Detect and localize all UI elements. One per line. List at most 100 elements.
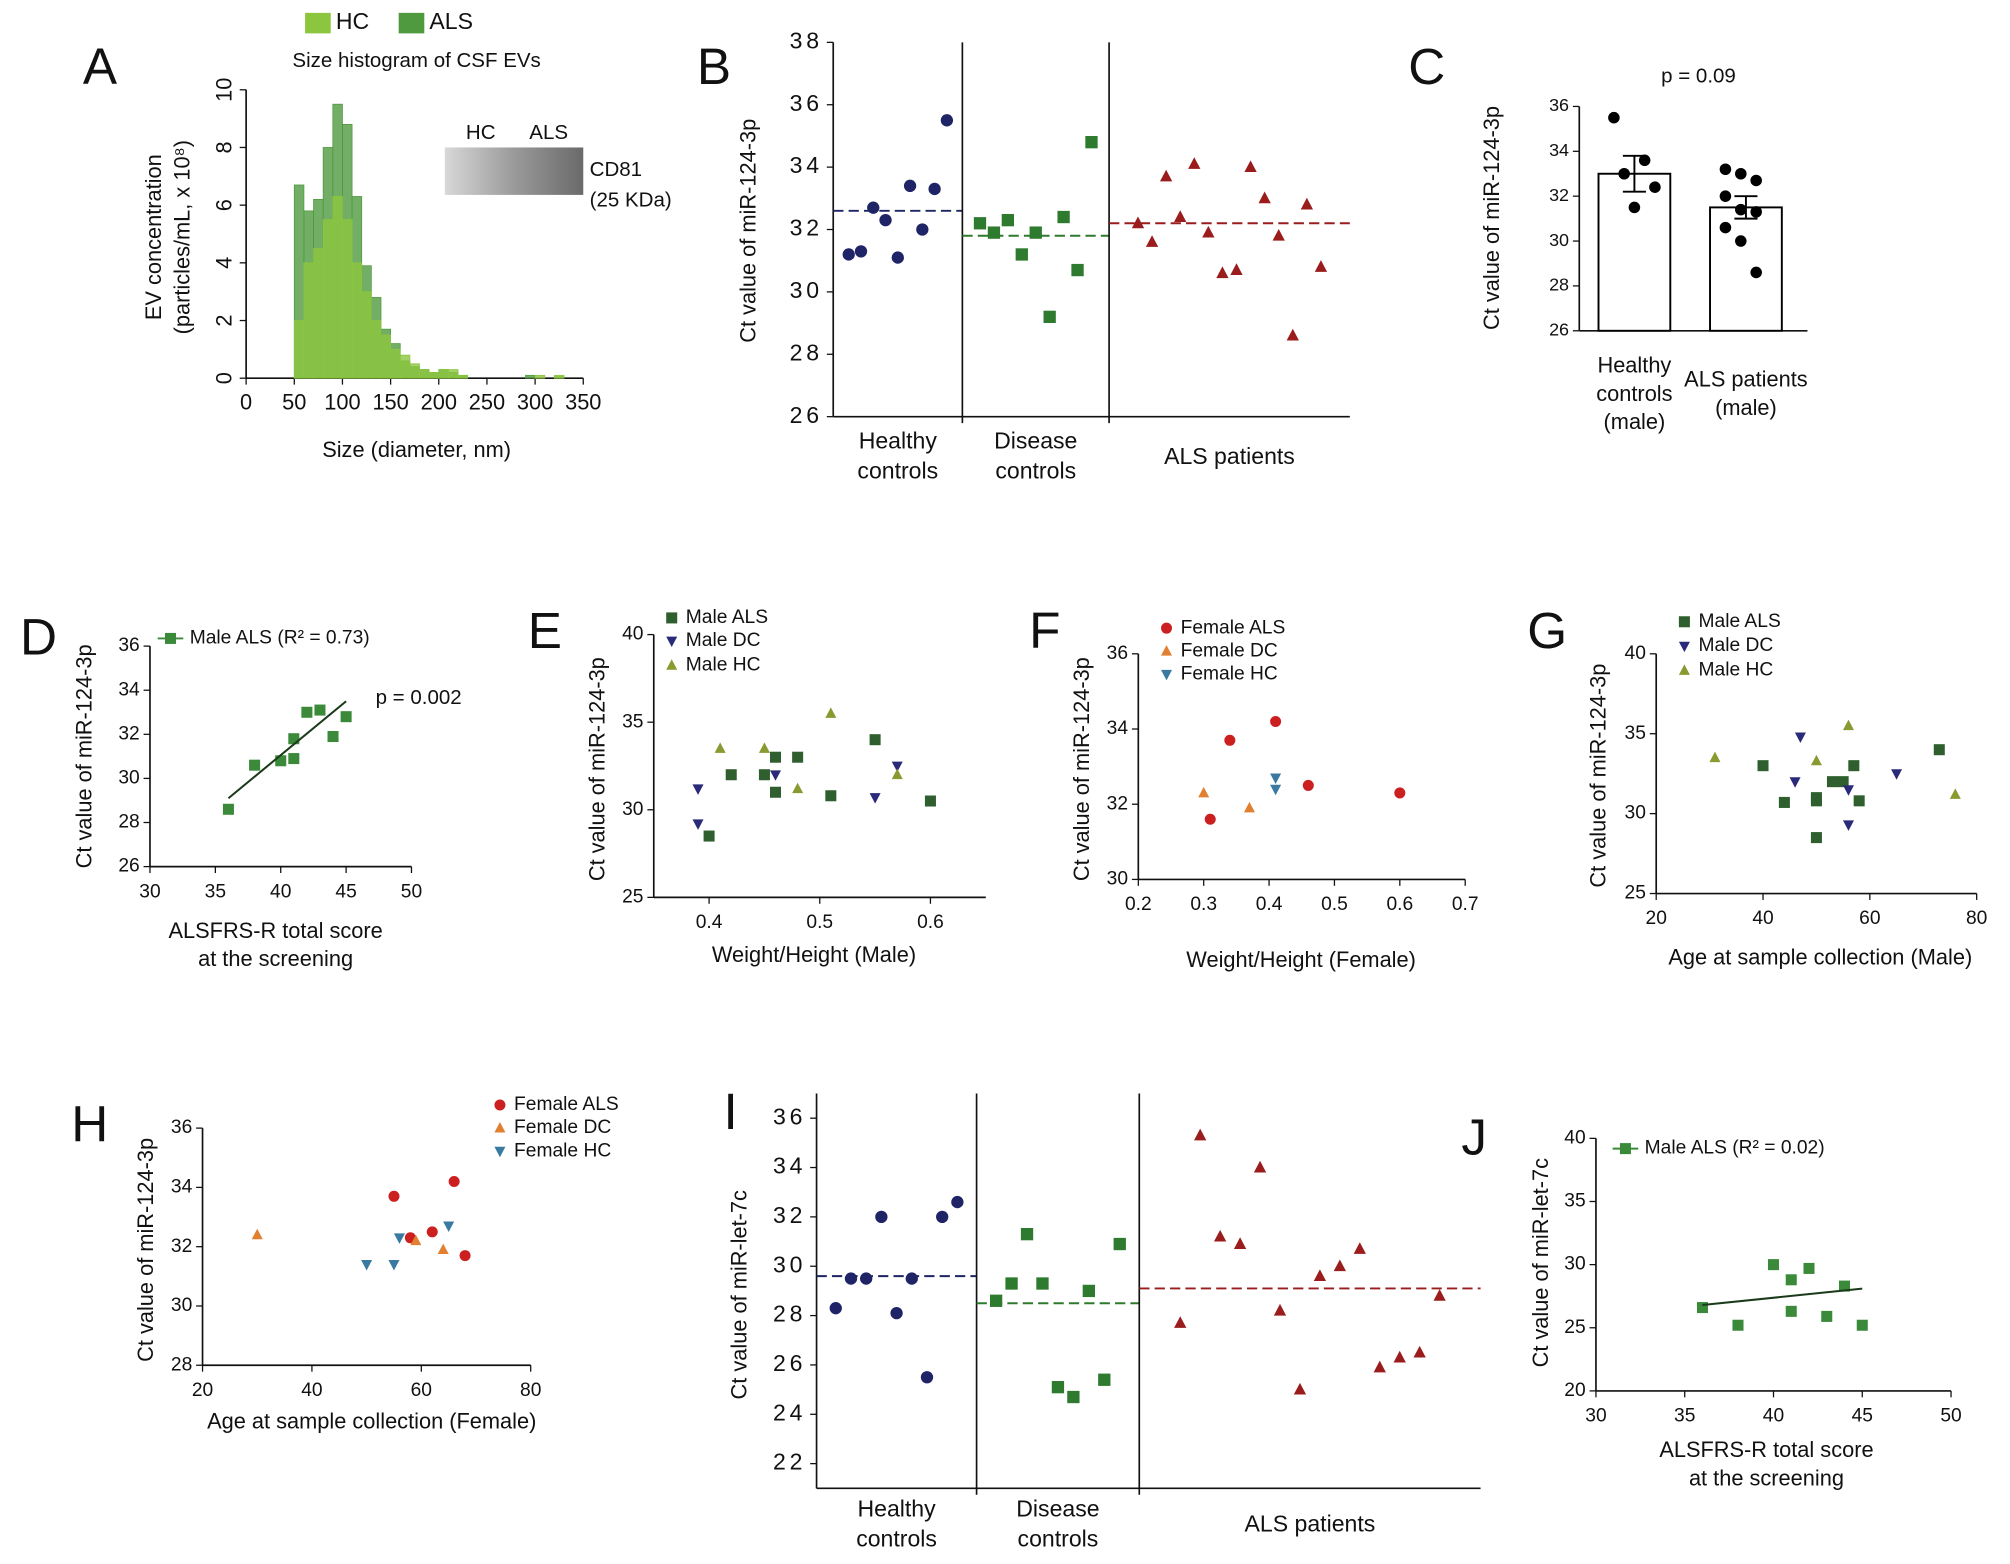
histogram-bar: [322, 219, 334, 379]
point: [891, 761, 903, 773]
annotation: HC: [466, 121, 496, 144]
histogram-bar: [370, 320, 382, 379]
histogram-bar: [553, 374, 565, 379]
legend-label: Male ALS: [686, 607, 768, 628]
y-tick-label: 30: [171, 1295, 192, 1316]
bar: [1597, 172, 1672, 332]
point: [924, 795, 936, 807]
point: [1750, 206, 1762, 218]
annotation: p = 0.09: [1661, 64, 1736, 87]
y-tick-label: 25: [1564, 1317, 1585, 1338]
x-axis-label: ALSFRS-R total score at the screening: [1659, 1437, 1873, 1490]
x-axis-label: Weight/Height (Male): [712, 942, 916, 967]
point: [1198, 786, 1210, 798]
histogram-bar: [351, 262, 363, 379]
y-tick-label: 28: [118, 812, 139, 833]
y-tick-label: 2: [211, 314, 236, 326]
point: [1005, 1277, 1018, 1290]
legend-label: Female ALS: [1181, 617, 1286, 638]
point: [1194, 1128, 1207, 1141]
point: [905, 1272, 918, 1285]
point: [1098, 1373, 1111, 1386]
point: [1767, 1259, 1780, 1271]
y-axis-label: Ct value of miR-124-3p: [72, 644, 97, 868]
point: [920, 1371, 934, 1384]
x-tick-label: 20: [192, 1380, 213, 1401]
point: [875, 1210, 888, 1224]
x-axis-label: Age at sample collection (Female): [207, 1409, 536, 1434]
point: [1433, 1289, 1446, 1301]
legend-swatch: [398, 12, 425, 34]
x-tick-label: 30: [139, 881, 160, 902]
point: [1649, 181, 1661, 193]
histogram-bar: [419, 369, 430, 379]
x-tick-label: 35: [205, 881, 226, 902]
point: [1067, 1390, 1080, 1404]
y-tick-label: 36: [773, 1103, 806, 1129]
y-tick-label: 28: [1549, 275, 1569, 295]
x-tick-label: 0.6: [917, 912, 944, 933]
point: [692, 819, 704, 830]
point: [1719, 163, 1732, 176]
legend-label: Male HC: [1699, 660, 1774, 681]
point: [1015, 248, 1028, 261]
panel-letter: C: [1408, 38, 1445, 95]
x-tick-label: 0.5: [1321, 894, 1348, 915]
legend-marker: [1619, 1143, 1631, 1155]
panel-letter: B: [697, 38, 731, 95]
legend-marker: [666, 612, 678, 624]
y-tick-label: 26: [773, 1350, 806, 1376]
y-tick-label: 30: [1564, 1254, 1585, 1275]
x-axis-label: Weight/Height (Female): [1186, 947, 1416, 972]
legend-marker: [666, 659, 678, 670]
histogram-bar: [303, 262, 314, 379]
y-tick-label: 34: [118, 679, 140, 700]
point: [1750, 266, 1762, 279]
y-axis-label: Ct value of miR-124-3p: [736, 119, 761, 343]
point: [936, 1210, 949, 1224]
point: [1036, 1277, 1049, 1290]
y-tick-label: 26: [790, 402, 823, 428]
point: [1333, 1259, 1347, 1272]
point: [973, 217, 987, 230]
point: [1393, 1350, 1406, 1363]
point: [891, 768, 903, 780]
y-tick-label: 6: [211, 199, 236, 211]
x-tick-label: 30: [1585, 1406, 1606, 1427]
regression-line: [1702, 1287, 1863, 1307]
y-axis-label: Ct value of miR-124-3p: [584, 657, 609, 881]
point: [1174, 1316, 1187, 1328]
point: [1020, 1228, 1034, 1241]
x-tick-label: 300: [517, 390, 553, 415]
point: [1057, 210, 1070, 224]
regression-line: [227, 700, 347, 800]
y-tick-label: 28: [171, 1354, 192, 1375]
y-tick-label: 30: [118, 767, 139, 788]
y-tick-label: 32: [1107, 793, 1128, 814]
x-tick-label: 250: [469, 390, 505, 415]
point: [1233, 1237, 1247, 1249]
y-tick-label: 36: [1107, 643, 1128, 664]
point: [714, 742, 726, 753]
point: [769, 770, 782, 781]
y-tick-label: 25: [622, 886, 643, 907]
point: [1778, 796, 1790, 808]
point: [1085, 136, 1098, 149]
histogram-bar: [525, 374, 536, 379]
point: [327, 731, 339, 743]
point: [1719, 190, 1732, 202]
point: [1302, 779, 1314, 791]
x-tick-label: 40: [1752, 908, 1773, 929]
y-tick-label: 38: [790, 27, 823, 53]
x-tick-label: 45: [1852, 1406, 1873, 1427]
legend-label: Female HC: [514, 1140, 611, 1161]
x-tick-label: 150: [372, 390, 408, 415]
y-tick-label: 35: [1625, 723, 1646, 744]
point: [340, 711, 352, 723]
point: [301, 706, 313, 718]
histogram-bar: [342, 219, 353, 379]
histogram-bar: [448, 369, 459, 379]
point: [1810, 754, 1822, 766]
point: [792, 751, 804, 763]
point: [869, 734, 881, 746]
